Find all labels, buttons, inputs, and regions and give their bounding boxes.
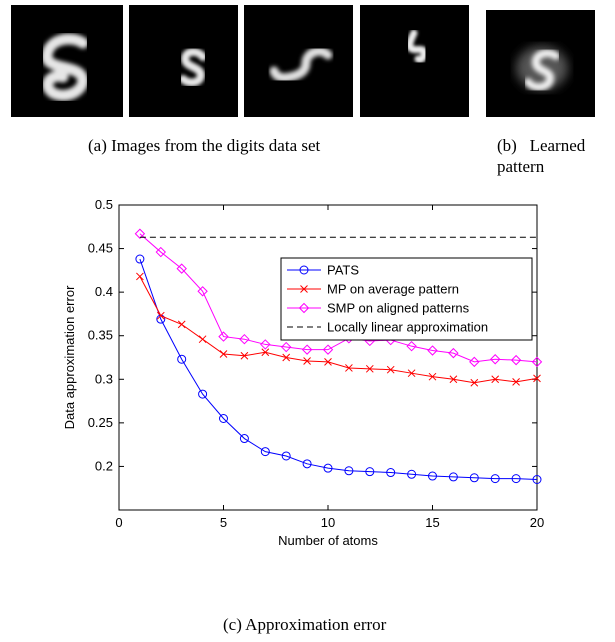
data-point-series-0 (407, 469, 417, 479)
data-point-series-0 (177, 354, 187, 364)
data-point-series-2 (155, 246, 167, 258)
data-point-series-1 (386, 365, 395, 374)
data-point-series-1 (491, 375, 500, 384)
x-tick-label: 0 (115, 515, 122, 530)
y-tick-label: 0.2 (95, 458, 113, 473)
data-point-series-0 (302, 459, 312, 469)
legend-label-0: PATS (327, 263, 359, 278)
digit-image-1 (11, 5, 123, 117)
data-point-series-2 (427, 345, 438, 356)
data-point-series-1 (428, 372, 437, 381)
y-tick-label: 0.45 (88, 241, 113, 256)
legend-marker-0 (299, 265, 309, 275)
x-tick-label: 15 (425, 515, 439, 530)
data-point-series-2 (448, 347, 459, 359)
data-point-series-0 (198, 389, 208, 399)
data-point-series-2 (176, 263, 187, 274)
data-point-series-2 (280, 341, 292, 353)
legend-label-1: MP on average pattern (327, 282, 459, 297)
x-tick-label: 20 (530, 515, 544, 530)
data-point-series-2 (197, 286, 208, 297)
data-point-series-0 (260, 447, 270, 457)
data-point-series-1 (512, 378, 520, 386)
data-point-series-1 (345, 364, 353, 372)
data-point-series-2 (469, 356, 480, 368)
data-point-series-0 (490, 474, 500, 484)
data-point-series-1 (470, 378, 479, 387)
data-point-series-1 (156, 311, 165, 320)
data-point-series-2 (301, 344, 313, 355)
y-tick-label: 0.25 (88, 415, 113, 430)
data-point-series-2 (510, 354, 522, 366)
data-point-series-0 (428, 471, 437, 481)
data-point-series-0 (469, 473, 479, 483)
data-point-series-2 (239, 333, 250, 345)
data-point-series-2 (260, 339, 271, 350)
y-axis-label: Data approximation error (62, 285, 77, 429)
data-point-series-1 (282, 353, 291, 362)
approximation-error-chart: 0 5 10 15 20 0.2 0.25 0.3 0.35 0.4 0.45 0.5 Number o… (62, 197, 544, 548)
data-point-series-1 (365, 364, 374, 373)
series-line-1 (139, 276, 538, 384)
data-point-series-2 (489, 354, 501, 365)
legend-label-3: Locally linear approximation (327, 320, 488, 335)
data-point-series-1 (198, 335, 207, 344)
data-point-series-0 (365, 467, 375, 477)
x-axis-label: Number of atoms (278, 533, 378, 548)
data-point-series-1 (240, 351, 249, 360)
learned-pattern-image (486, 10, 595, 117)
legend-box (280, 257, 533, 341)
data-point-series-0 (135, 254, 145, 264)
data-point-series-0 (239, 434, 249, 444)
data-point-series-1 (533, 374, 541, 383)
x-tick-label: 5 (220, 515, 227, 530)
data-point-series-1 (303, 357, 311, 365)
digit-image-4 (360, 5, 469, 117)
data-point-series-0 (511, 474, 521, 484)
data-point-series-0 (281, 451, 291, 461)
data-point-series-1 (177, 320, 186, 329)
data-point-series-0 (323, 463, 333, 473)
caption-b-line2: pattern (497, 157, 545, 176)
y-tick-label: 0.5 (95, 197, 113, 212)
legend-marker-2 (298, 302, 310, 314)
data-point-series-1 (219, 350, 228, 358)
data-point-series-2 (134, 228, 146, 239)
caption-a: (a) Images from the digits data set (88, 136, 321, 155)
x-tick-label: 10 (321, 515, 335, 530)
data-point-series-1 (324, 358, 332, 366)
caption-b-line1: (b) Learned (497, 136, 586, 155)
y-tick-label: 0.4 (95, 284, 113, 299)
data-point-series-0 (532, 475, 542, 484)
data-point-series-2 (406, 340, 417, 352)
data-point-series-0 (386, 468, 396, 478)
series-line-0 (139, 258, 538, 480)
caption-c: (c) Approximation error (223, 615, 387, 634)
data-point-series-1 (136, 272, 144, 281)
data-point-series-2 (531, 356, 543, 368)
data-point-series-0 (219, 414, 228, 423)
y-tick-label: 0.3 (95, 371, 113, 386)
data-point-series-1 (261, 348, 270, 357)
data-point-series-0 (344, 466, 354, 476)
digit-image-3 (244, 5, 353, 117)
data-point-series-1 (407, 369, 416, 378)
digit-image-2 (129, 5, 238, 117)
legend-marker-1 (300, 285, 308, 293)
data-point-series-1 (449, 375, 458, 384)
data-point-series-2 (322, 344, 334, 355)
y-tick-label: 0.35 (88, 328, 113, 343)
data-point-series-0 (448, 472, 458, 482)
legend-label-2: SMP on aligned patterns (327, 301, 470, 316)
data-point-series-2 (218, 331, 229, 342)
